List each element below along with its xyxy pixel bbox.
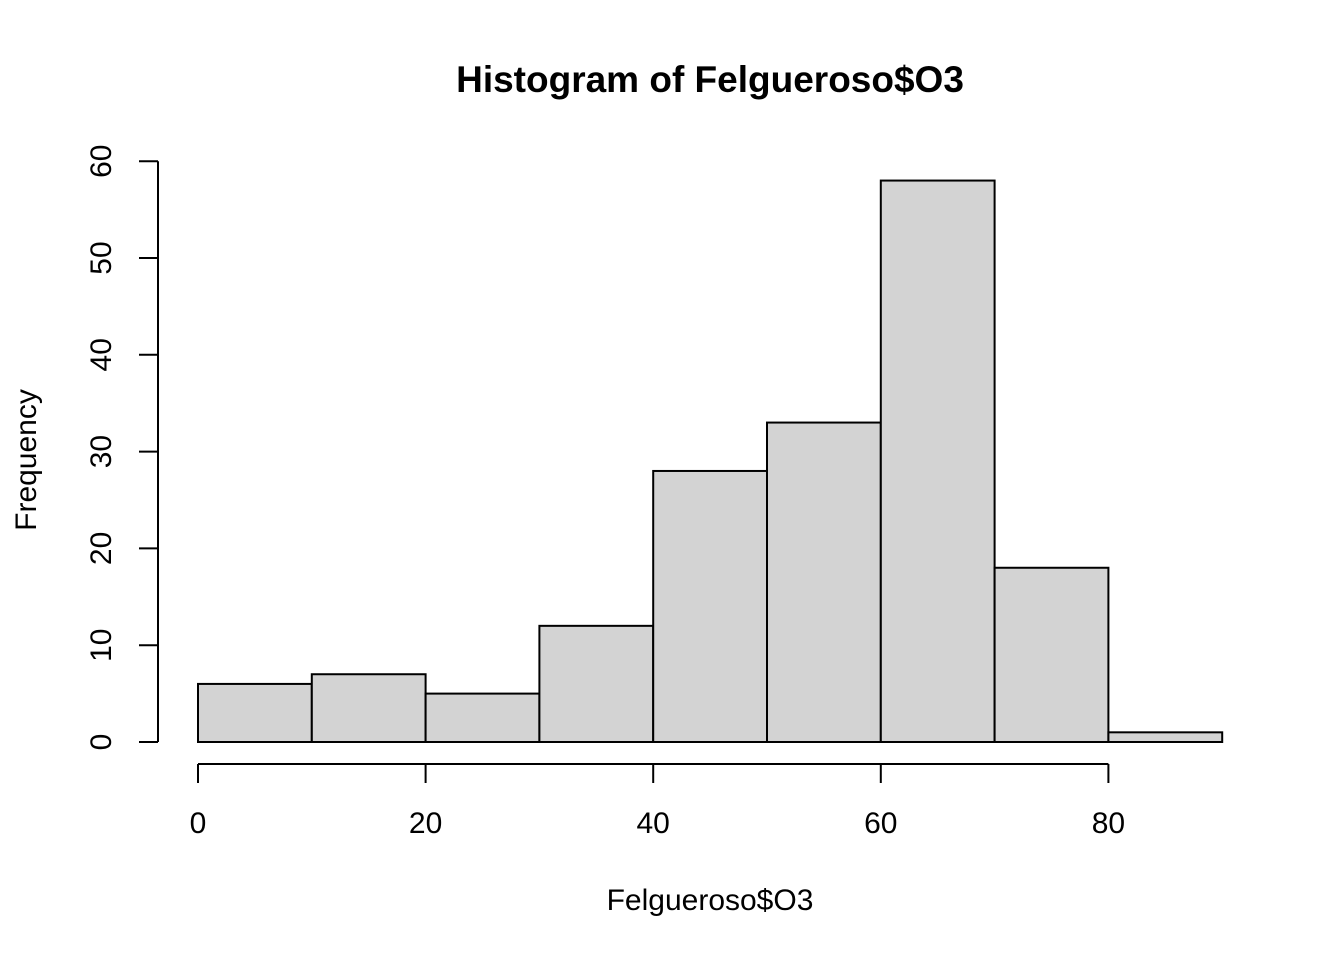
histogram-bar-4: [652, 469, 769, 743]
histogram-bar-1: [310, 673, 427, 743]
x-axis: 0 20 40 60 80: [190, 763, 1125, 840]
histogram-bar-5: [766, 421, 882, 743]
y-tick-label: 30: [85, 435, 118, 468]
bars-group: [197, 179, 1224, 744]
x-tick-label: 80: [1092, 807, 1125, 840]
x-tick-label: 20: [409, 807, 442, 840]
y-tick-label: 10: [85, 629, 118, 662]
y-tick-label: 0: [85, 734, 118, 751]
y-tick-label: 60: [85, 145, 118, 178]
y-tick-label: 20: [85, 532, 118, 565]
x-axis-label: Felgueroso$O3: [607, 884, 814, 917]
x-tick-label: 60: [864, 807, 897, 840]
histogram-bar-3: [538, 624, 655, 744]
histogram-bar-8: [1107, 731, 1224, 744]
histogram-bar-6: [879, 179, 996, 743]
y-tick-label: 40: [85, 338, 118, 371]
histogram-bar-2: [424, 692, 541, 743]
y-tick-label: 50: [85, 241, 118, 274]
chart-title: Histogram of Felgueroso$O3: [456, 59, 964, 100]
y-axis-label: Frequency: [10, 389, 43, 531]
histogram-bar-7: [993, 566, 1110, 744]
histogram-bar-0: [197, 682, 313, 743]
x-tick-label: 0: [190, 807, 207, 840]
y-axis: 0 10 20 30 40 50 60: [85, 145, 159, 751]
x-tick-label: 40: [637, 807, 670, 840]
